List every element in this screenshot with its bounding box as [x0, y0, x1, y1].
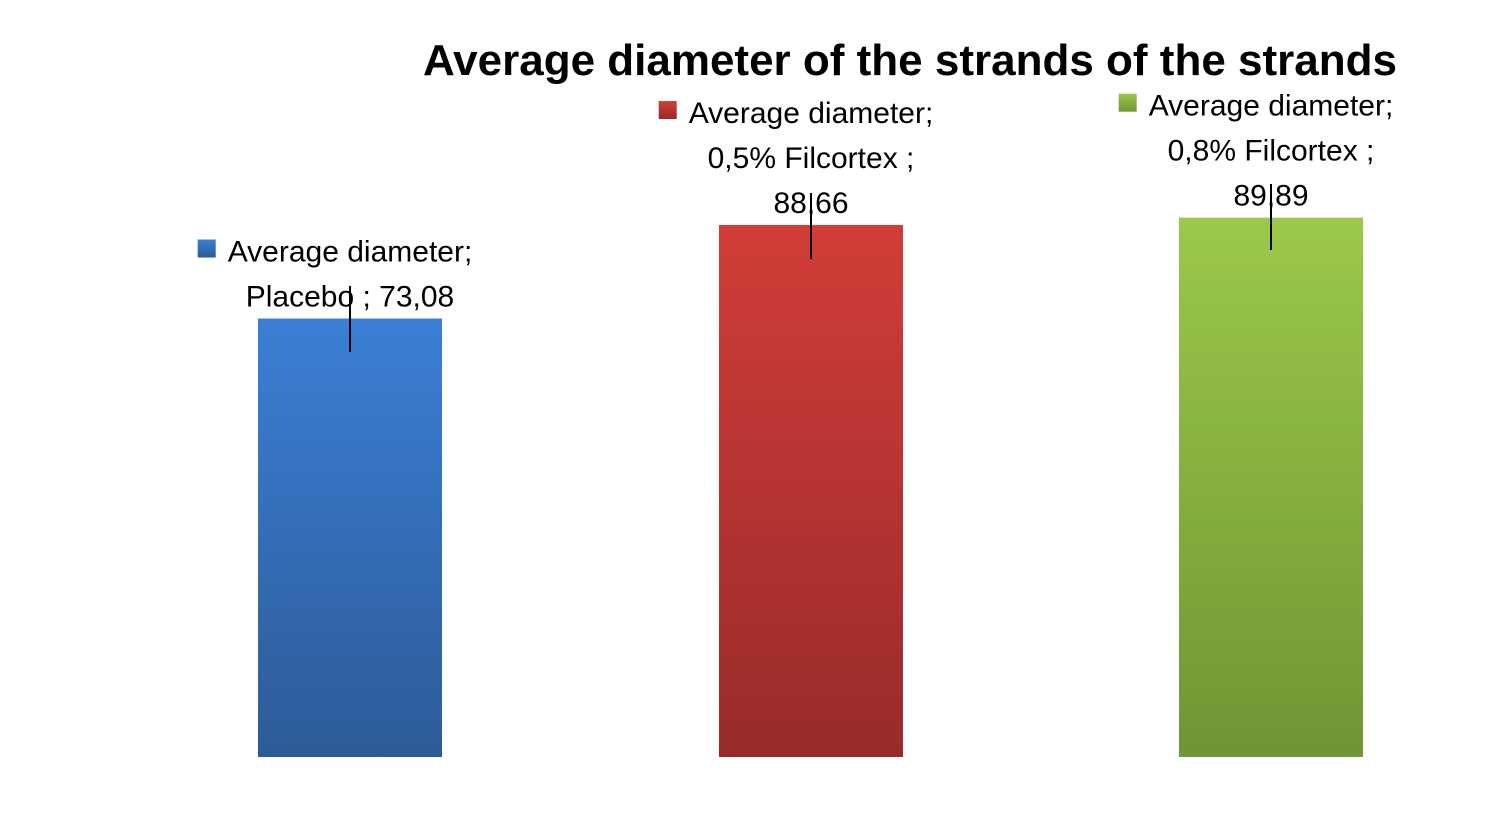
- data-label-0-line-1: Placebo ; 73,08: [246, 281, 455, 314]
- chart-title: Average diameter of the strands of the s…: [423, 36, 1397, 85]
- bar-0: [258, 318, 442, 757]
- legend-key-marker-1: [658, 101, 677, 120]
- legend-key-marker-0: [197, 239, 216, 258]
- bar-2: [1179, 217, 1363, 757]
- bar-1: [719, 225, 903, 758]
- legend-key-marker-2: [1118, 93, 1137, 112]
- data-label-0-line-0: Average diameter;: [228, 236, 473, 269]
- data-label-2-line-2: 89,89: [1233, 180, 1308, 213]
- data-label-0: Average diameter; Placebo ; 73,08: [197, 236, 473, 314]
- data-label-2: Average diameter; 0,8% Filcortex ; 89,89: [1118, 90, 1394, 213]
- data-label-1-line-2: 88,66: [773, 187, 848, 220]
- bars-layer: [258, 217, 1363, 758]
- data-labels-layer: Average diameter;Placebo ; 73,08Average …: [197, 90, 1394, 314]
- data-label-1: Average diameter; 0,5% Filcortex ; 88,66: [658, 97, 934, 220]
- error-bars-layer: [349, 184, 1272, 352]
- data-label-2-line-0: Average diameter;: [1149, 90, 1394, 123]
- data-label-1-line-1: 0,5% Filcortex ;: [708, 142, 915, 175]
- data-label-2-line-1: 0,8% Filcortex ;: [1168, 135, 1375, 168]
- data-label-1-line-0: Average diameter;: [689, 97, 934, 130]
